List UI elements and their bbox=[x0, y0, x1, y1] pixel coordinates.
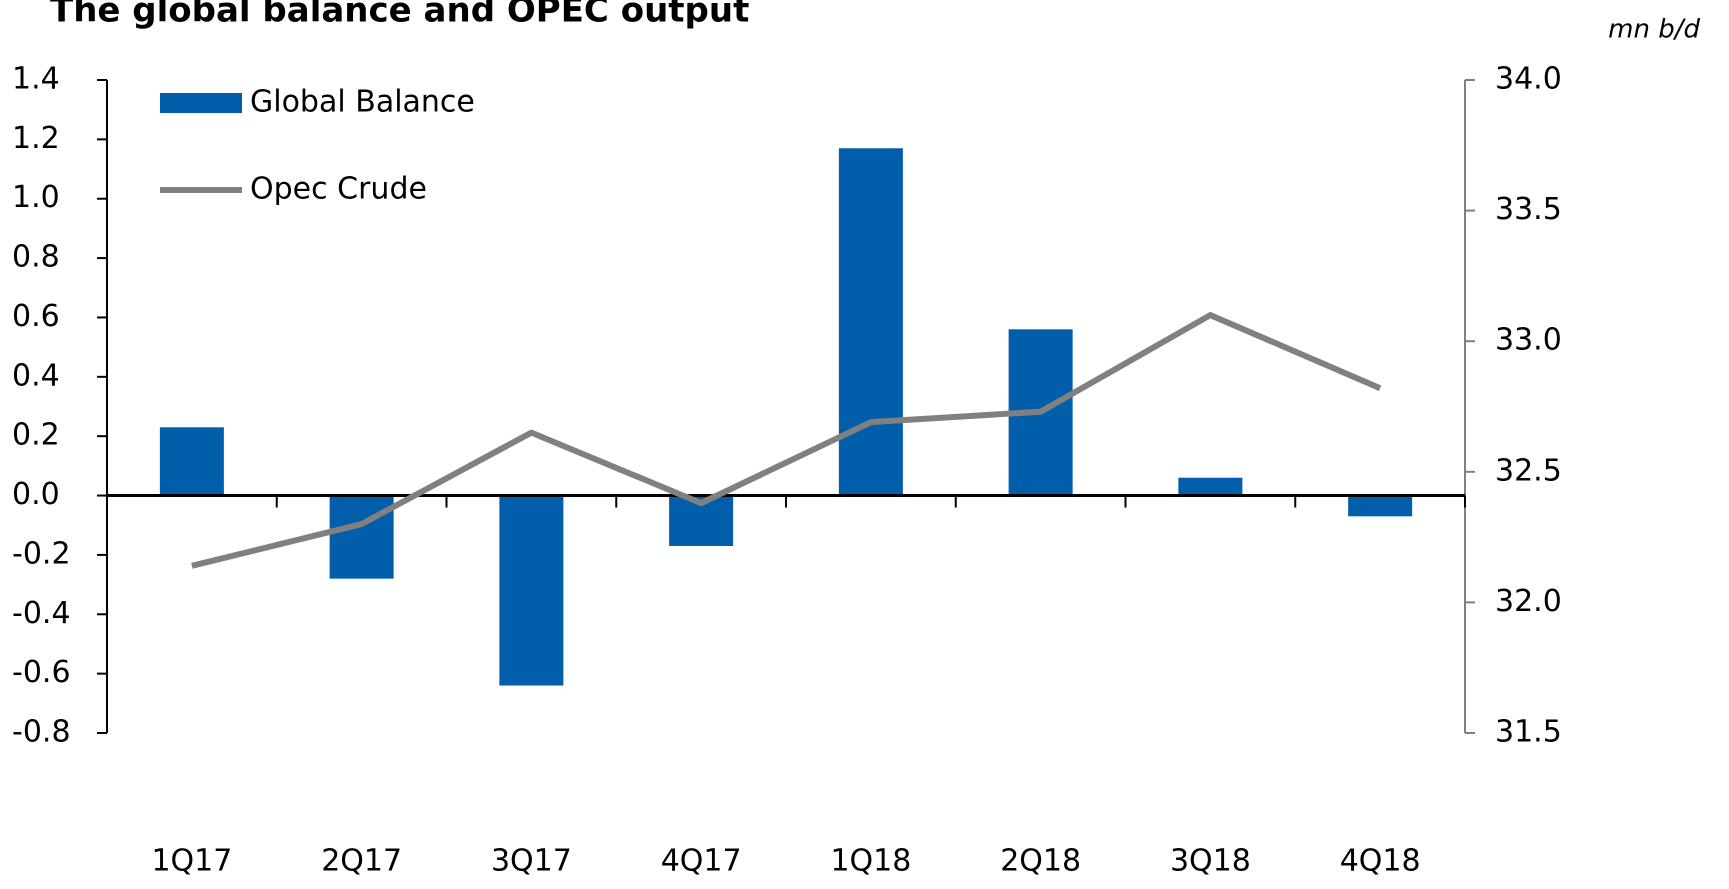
unit-label: mn b/d bbox=[1608, 15, 1700, 45]
x-tick-label: 4Q18 bbox=[1340, 844, 1421, 879]
x-tick-label: 2Q17 bbox=[321, 844, 402, 879]
legend-label: Global Balance bbox=[250, 85, 475, 120]
bar bbox=[838, 148, 903, 496]
y-tick-label: -0.2 bbox=[12, 536, 71, 571]
legend-label: Opec Crude bbox=[250, 172, 427, 207]
x-tick-label: 3Q18 bbox=[1170, 844, 1251, 879]
x-tick-label: 2Q18 bbox=[1000, 844, 1081, 879]
x-tick-label: 3Q17 bbox=[491, 844, 572, 879]
y2-tick-label: 31.5 bbox=[1495, 715, 1562, 750]
y2-tick-label: 33.0 bbox=[1495, 323, 1562, 358]
legend-swatch bbox=[160, 93, 242, 113]
chart-title: The global balance and OPEC output bbox=[50, 0, 749, 31]
bar bbox=[1348, 495, 1413, 517]
y2-tick-label: 32.0 bbox=[1495, 584, 1562, 619]
x-tick-label: 1Q17 bbox=[151, 844, 232, 879]
bar bbox=[499, 495, 564, 686]
y-tick-label: -0.4 bbox=[12, 596, 71, 631]
bar bbox=[159, 427, 224, 496]
x-tick-label: 4Q17 bbox=[661, 844, 742, 879]
y-tick-label: 0.8 bbox=[12, 240, 60, 275]
y-tick-label: 1.2 bbox=[12, 121, 60, 156]
y2-tick-label: 32.5 bbox=[1495, 453, 1562, 488]
y-tick-label: 1.0 bbox=[12, 180, 60, 215]
line bbox=[191, 312, 1382, 569]
y-tick-label: 0.6 bbox=[12, 299, 60, 334]
y-tick-label: 0.2 bbox=[12, 418, 60, 453]
x-tick-label: 1Q18 bbox=[830, 844, 911, 879]
y-tick-label: 1.4 bbox=[12, 62, 60, 97]
y-tick-label: -0.8 bbox=[12, 715, 71, 750]
bar bbox=[329, 495, 394, 579]
y2-tick-label: 33.5 bbox=[1495, 192, 1562, 227]
y2-tick-label: 34.0 bbox=[1495, 62, 1562, 97]
y-tick-label: -0.6 bbox=[12, 655, 71, 690]
y-tick-label: 0.0 bbox=[12, 477, 60, 512]
bar bbox=[1178, 477, 1243, 496]
y-tick-label: 0.4 bbox=[12, 358, 60, 393]
